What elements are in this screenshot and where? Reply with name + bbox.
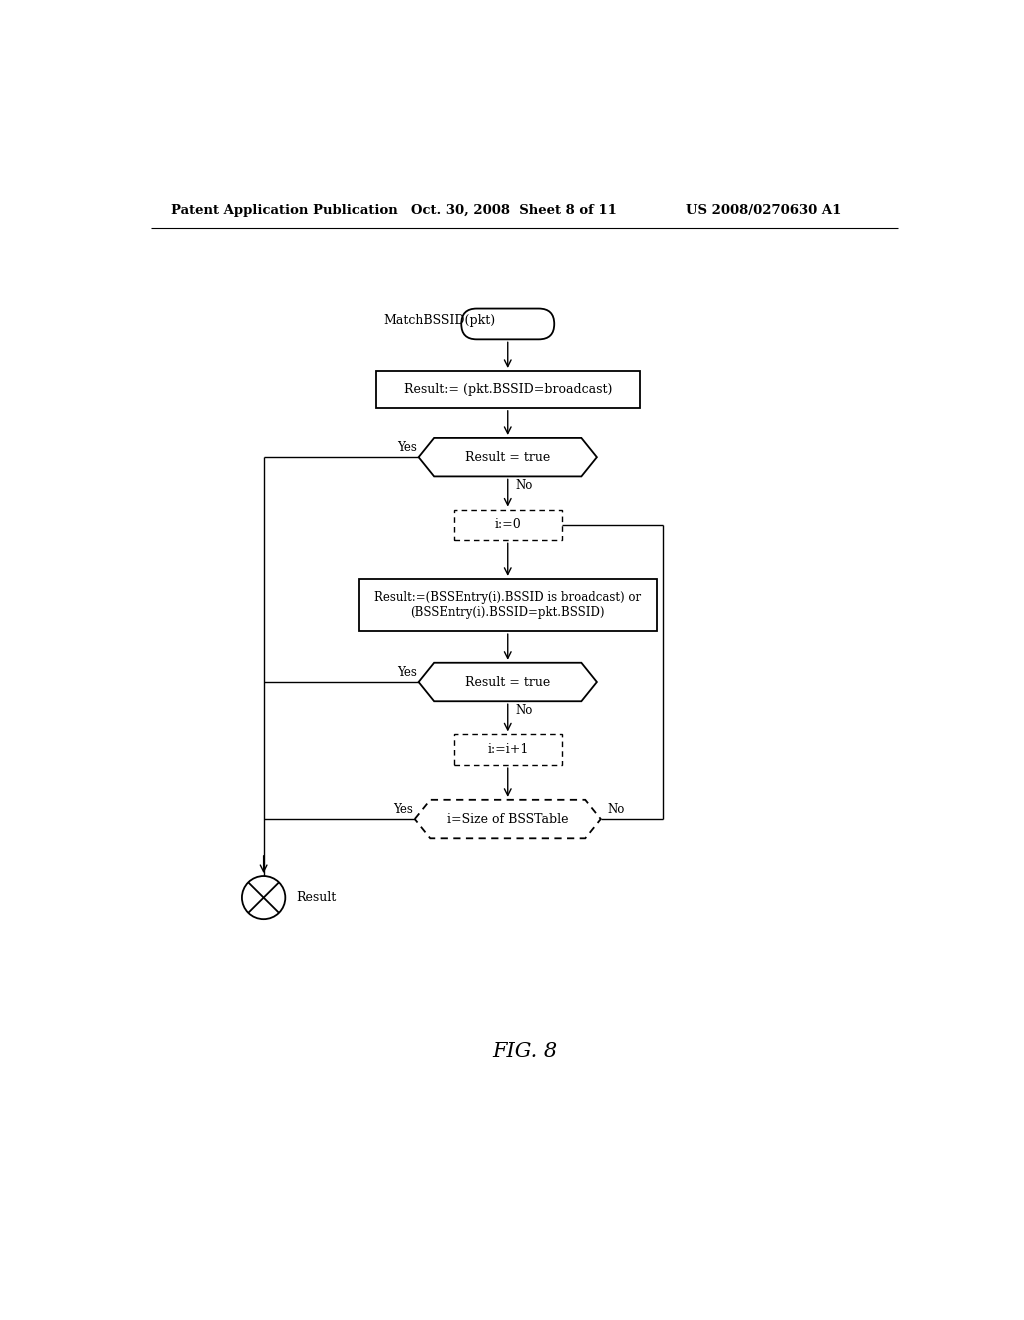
Polygon shape [419,438,597,477]
Text: No: No [515,479,532,492]
Text: Result = true: Result = true [465,450,550,463]
Circle shape [242,876,286,919]
Text: Yes: Yes [393,803,413,816]
FancyBboxPatch shape [454,734,562,766]
Text: i=Size of BSSTable: i=Size of BSSTable [447,813,568,825]
Text: Result: Result [296,891,337,904]
Text: Result = true: Result = true [465,676,550,689]
Text: i:=0: i:=0 [495,519,521,532]
Text: Result:= (pkt.BSSID=broadcast): Result:= (pkt.BSSID=broadcast) [403,383,612,396]
FancyBboxPatch shape [358,579,657,631]
FancyBboxPatch shape [454,510,562,540]
Text: US 2008/0270630 A1: US 2008/0270630 A1 [686,205,842,218]
Text: No: No [607,803,625,816]
Polygon shape [415,800,601,838]
Text: No: No [515,704,532,717]
Text: Yes: Yes [397,441,417,454]
Text: Result:=(BSSEntry(i).BSSID is broadcast) or
(BSSEntry(i).BSSID=pkt.BSSID): Result:=(BSSEntry(i).BSSID is broadcast)… [374,591,641,619]
Text: Oct. 30, 2008  Sheet 8 of 11: Oct. 30, 2008 Sheet 8 of 11 [411,205,616,218]
Text: MatchBSSID(pkt): MatchBSSID(pkt) [384,314,496,326]
Text: FIG. 8: FIG. 8 [493,1041,557,1061]
Polygon shape [419,663,597,701]
FancyBboxPatch shape [461,309,554,339]
FancyBboxPatch shape [376,371,640,408]
Text: Patent Application Publication: Patent Application Publication [171,205,397,218]
Text: i:=i+1: i:=i+1 [487,743,528,756]
Text: Yes: Yes [397,665,417,678]
